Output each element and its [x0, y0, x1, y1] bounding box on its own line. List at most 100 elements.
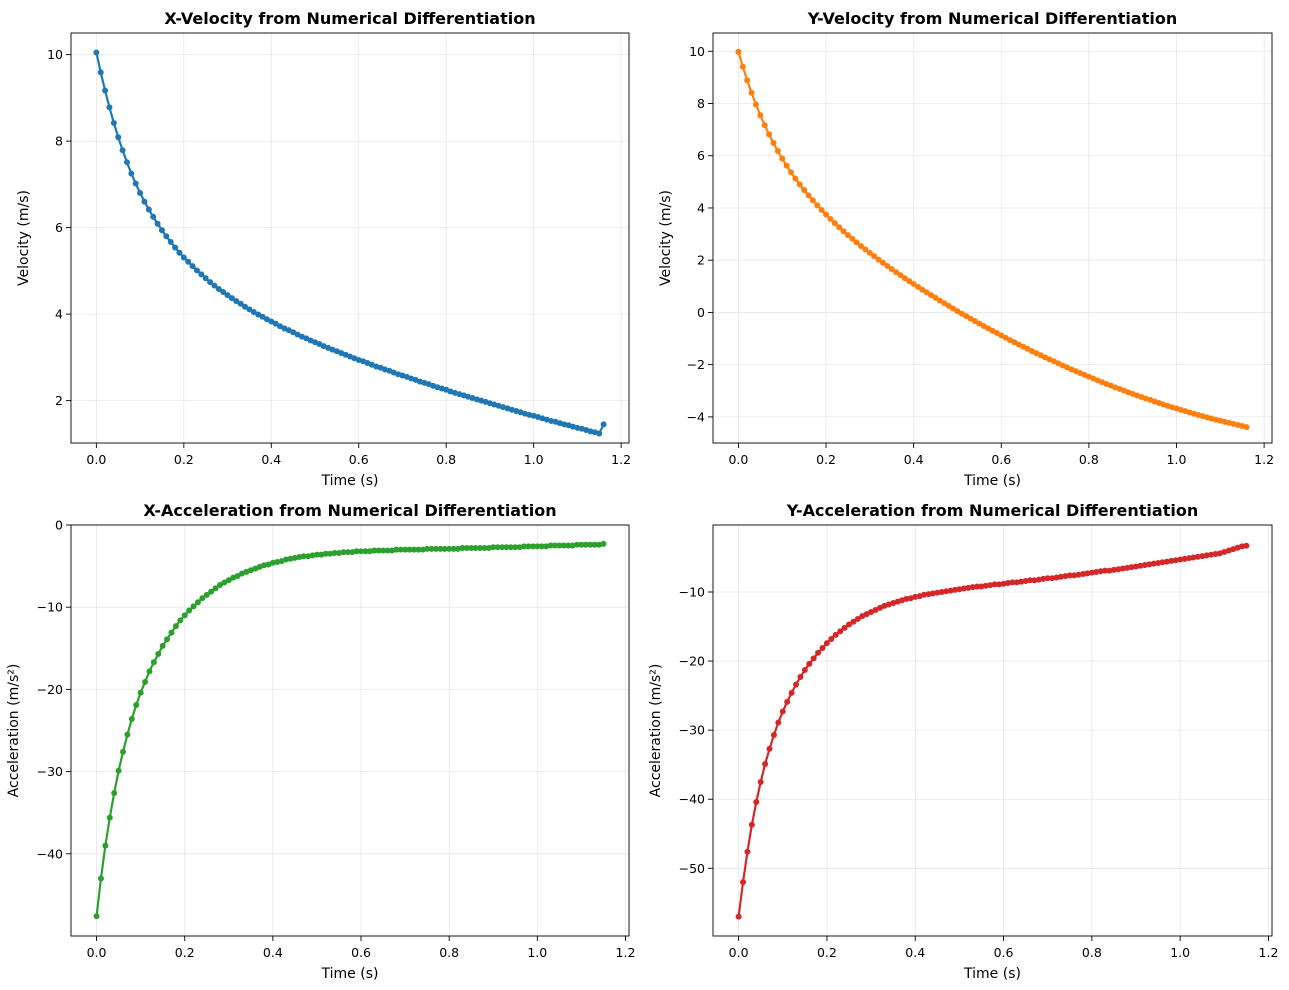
- data-point: [221, 579, 228, 586]
- data-point: [809, 197, 816, 204]
- data-point: [181, 612, 188, 619]
- series-vx: [93, 49, 607, 437]
- data-point: [322, 550, 329, 557]
- data-point: [1150, 560, 1157, 567]
- y-axis-label: Acceleration (m/s²): [648, 664, 664, 798]
- data-point: [202, 275, 209, 282]
- data-point: [1124, 564, 1131, 571]
- grid: [713, 525, 1272, 936]
- x-tick-label: 0.4: [904, 452, 924, 467]
- x-axis-label: Time (s): [321, 473, 379, 489]
- data-point: [958, 310, 965, 317]
- panel-title: Y-Velocity from Numerical Differentiatio…: [807, 9, 1177, 28]
- panel-y-velocity: 0.0 0.2 0.4 0.6 0.8 1.0 1.2 −4 −2 0 2 4 6 8 10 Y-Veloci…: [658, 9, 1274, 489]
- data-point: [1084, 570, 1091, 577]
- data-point: [1243, 542, 1250, 549]
- data-point: [115, 134, 122, 141]
- data-point: [1133, 563, 1139, 570]
- series-line: [95, 542, 604, 917]
- data-point: [748, 89, 755, 96]
- data-point: [779, 155, 786, 162]
- data-point: [1203, 552, 1210, 559]
- data-point: [783, 162, 790, 169]
- data-point: [159, 642, 166, 649]
- data-point: [823, 211, 830, 218]
- data-point: [228, 295, 235, 302]
- y-tick-label: 2: [697, 253, 705, 268]
- data-point: [850, 618, 857, 625]
- data-point: [761, 122, 768, 129]
- data-point: [242, 303, 249, 310]
- x-tick-label: 1.0: [527, 945, 547, 960]
- data-point: [468, 545, 475, 552]
- data-point: [1106, 567, 1113, 574]
- data-point: [186, 607, 193, 614]
- data-point: [1057, 573, 1064, 580]
- y-tick-label: −20: [679, 654, 705, 669]
- data-point: [770, 731, 777, 738]
- data-point: [142, 679, 149, 685]
- data-point: [340, 549, 347, 556]
- data-point: [752, 101, 759, 108]
- data-point: [1040, 575, 1047, 582]
- data-point: [507, 544, 514, 551]
- data-point: [945, 302, 952, 309]
- y-tick-label: 10: [689, 44, 705, 59]
- data-point: [402, 546, 409, 553]
- data-point: [224, 292, 231, 299]
- data-point: [796, 181, 803, 188]
- data-point: [976, 320, 983, 327]
- data-point: [1181, 555, 1188, 562]
- x-tick-label: 0.4: [263, 945, 283, 960]
- data-point: [923, 289, 930, 296]
- y-tick-label: 6: [697, 148, 705, 163]
- data-point: [828, 635, 835, 642]
- data-point: [1141, 562, 1148, 569]
- x-tick-label: 0.6: [991, 452, 1011, 467]
- data-point: [463, 545, 470, 552]
- data-point: [164, 636, 171, 643]
- data-point: [903, 595, 910, 602]
- data-point: [331, 549, 338, 556]
- data-point: [167, 238, 174, 245]
- data-point: [128, 715, 135, 722]
- series-line: [737, 544, 1247, 917]
- data-point: [770, 139, 777, 146]
- data-point: [1199, 553, 1206, 560]
- data-point: [168, 629, 175, 636]
- grid: [71, 524, 629, 936]
- data-point: [472, 545, 479, 552]
- data-point: [203, 591, 210, 598]
- data-point: [193, 267, 200, 274]
- data-point: [155, 651, 162, 658]
- data-point: [397, 546, 404, 553]
- data-point: [941, 300, 948, 307]
- data-point: [1243, 424, 1250, 431]
- data-point: [102, 87, 109, 94]
- series-vy: [735, 48, 1250, 431]
- x-tick-label: 0.8: [1082, 945, 1102, 960]
- data-point: [97, 69, 104, 76]
- data-point: [819, 644, 826, 651]
- x-tick-label: 0.2: [817, 945, 837, 960]
- data-point: [936, 297, 943, 304]
- data-point: [344, 549, 351, 556]
- data-point: [757, 112, 764, 119]
- data-point: [415, 546, 422, 553]
- data-point: [220, 289, 227, 296]
- data-point: [1128, 564, 1135, 571]
- x-tick-label: 1.0: [1167, 452, 1187, 467]
- data-point: [1168, 557, 1175, 564]
- x-tick-label: 0.8: [436, 452, 456, 467]
- data-point: [774, 148, 781, 155]
- data-point: [1146, 561, 1153, 568]
- data-point: [123, 159, 130, 166]
- data-point: [996, 581, 1003, 588]
- data-point: [93, 49, 100, 56]
- data-point: [775, 719, 782, 726]
- data-point: [748, 821, 755, 828]
- y-axis-label: Velocity (m/s): [658, 190, 674, 286]
- y-tick-label: 0: [697, 305, 705, 320]
- data-point: [1137, 562, 1144, 569]
- data-point: [978, 583, 985, 590]
